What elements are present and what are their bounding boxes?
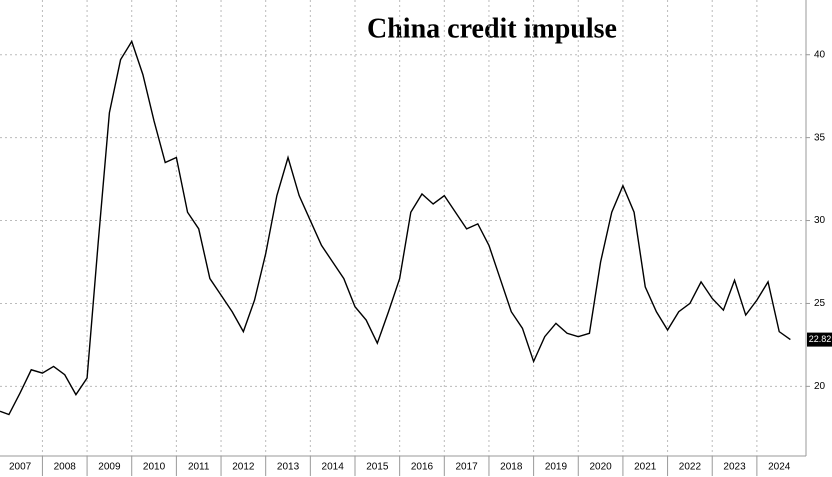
x-tick-label: 2018 bbox=[500, 462, 523, 473]
x-tick-label: 2015 bbox=[366, 462, 389, 473]
last-value-tag bbox=[807, 332, 832, 347]
x-tick-label: 2022 bbox=[679, 462, 702, 473]
x-tick-label: 2009 bbox=[98, 462, 121, 473]
x-tick-label: 2020 bbox=[589, 462, 612, 473]
x-tick-label: 2008 bbox=[54, 462, 77, 473]
x-tick-label: 2010 bbox=[143, 462, 166, 473]
x-tick-label: 2014 bbox=[322, 462, 345, 473]
chart-title: China credit impulse bbox=[367, 13, 617, 44]
x-tick-label: 2021 bbox=[634, 462, 657, 473]
y-tick-label: 30 bbox=[814, 215, 826, 226]
line-series bbox=[0, 39, 791, 416]
x-tick-label: 2017 bbox=[456, 462, 479, 473]
x-tick-label: 2012 bbox=[232, 462, 255, 473]
x-tick-label: 2019 bbox=[545, 462, 568, 473]
y-tick-label: 40 bbox=[814, 49, 826, 60]
x-tick-label: 2007 bbox=[9, 462, 32, 473]
y-tick-label: 25 bbox=[814, 298, 826, 309]
y-tick-label: 20 bbox=[814, 381, 826, 392]
x-tick-label: 2013 bbox=[277, 462, 300, 473]
x-tick-label: 2023 bbox=[723, 462, 746, 473]
x-tick-label: 2024 bbox=[768, 462, 791, 473]
x-tick-label: 2011 bbox=[188, 462, 210, 473]
y-tick-label: 35 bbox=[814, 132, 826, 143]
x-tick-label: 2016 bbox=[411, 462, 434, 473]
last-value-label: 22.82 bbox=[809, 334, 832, 344]
